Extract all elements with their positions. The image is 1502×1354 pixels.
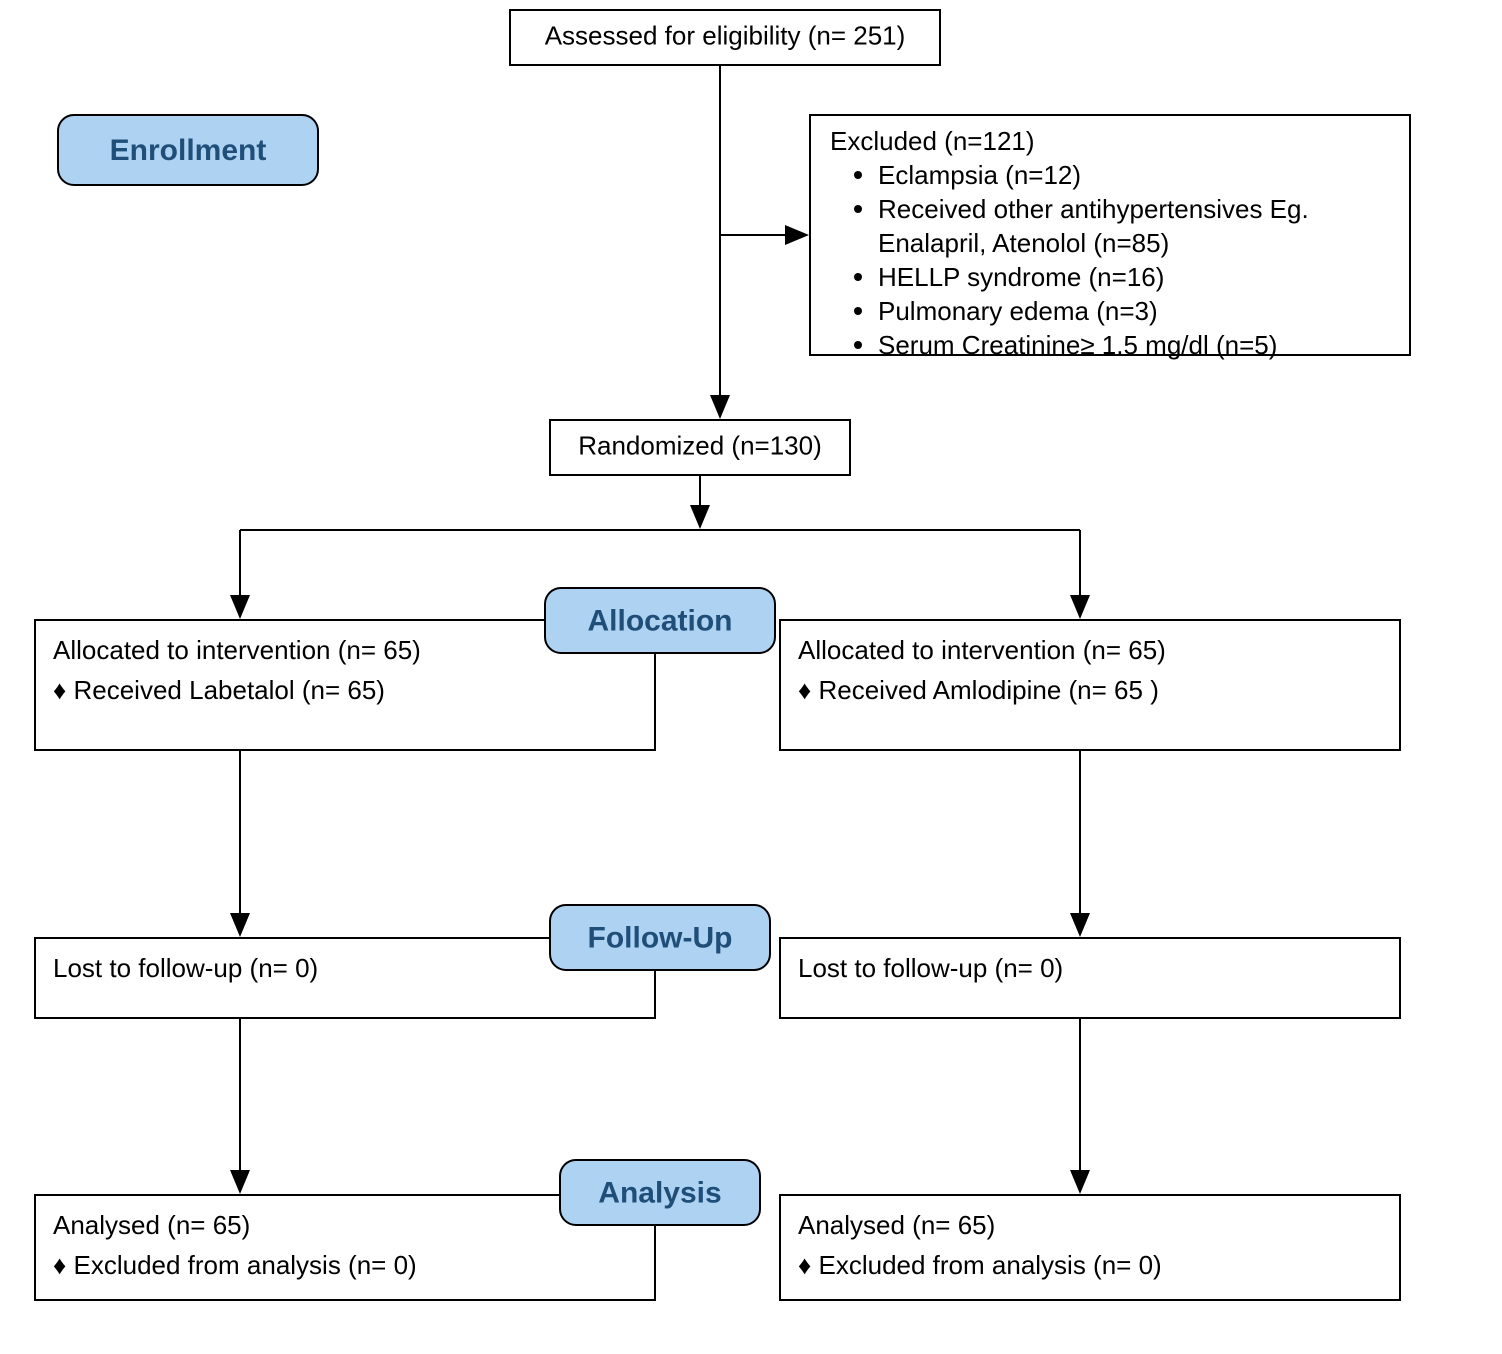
node-an_right: Analysed (n= 65) ♦ Excluded from analysis… xyxy=(780,1195,1400,1300)
node-excluded-title: Excluded (n=121) xyxy=(830,126,1035,156)
node-assessed: Assessed for eligibility (n= 251) xyxy=(510,10,940,65)
node-excluded-bullet-0: Eclampsia (n=12) xyxy=(878,160,1081,190)
node-excluded-bullet-4: Serum Creatinine≥ 1.5 mg/dl (n=5) xyxy=(878,330,1277,360)
node-an_left-line-0: Analysed (n= 65) xyxy=(53,1210,250,1240)
phase-analysis: Analysis xyxy=(560,1160,760,1225)
node-alloc_left-line-1: ♦ Received Labetalol (n= 65) xyxy=(53,675,385,705)
node-an_right-line-1: ♦ Excluded from analysis (n= 0) xyxy=(798,1250,1162,1280)
node-alloc_left-line-0: Allocated to intervention (n= 65) xyxy=(53,635,421,665)
node-alloc_right-line-0: Allocated to intervention (n= 65) xyxy=(798,635,1166,665)
phase-enrollment: Enrollment xyxy=(58,115,318,185)
phase-allocation-label: Allocation xyxy=(587,604,732,637)
node-fu_left-line-0: Lost to follow-up (n= 0) xyxy=(53,953,318,983)
node-an_right-line-0: Analysed (n= 65) xyxy=(798,1210,995,1240)
bullet-dot xyxy=(854,307,862,315)
node-an_left-line-1: ♦ Excluded from analysis (n= 0) xyxy=(53,1250,417,1280)
node-alloc_right-line-1: ♦ Received Amlodipine (n= 65 ) xyxy=(798,675,1159,705)
node-assessed-text: Assessed for eligibility (n= 251) xyxy=(545,20,906,50)
bullet-dot xyxy=(854,273,862,281)
node-excluded: Excluded (n=121)Eclampsia (n=12)Received… xyxy=(810,115,1410,360)
node-excluded-bullet-3: Pulmonary edema (n=3) xyxy=(878,296,1158,326)
node-excluded-bullet-2: HELLP syndrome (n=16) xyxy=(878,262,1164,292)
phase-analysis-label: Analysis xyxy=(598,1176,721,1209)
phase-enrollment-label: Enrollment xyxy=(110,134,267,167)
phase-follow_up: Follow-Up xyxy=(550,905,770,970)
node-randomized: Randomized (n=130) xyxy=(550,420,850,475)
phase-allocation: Allocation xyxy=(545,588,775,653)
phase-follow_up-label: Follow-Up xyxy=(588,921,733,954)
bullet-dot xyxy=(854,205,862,213)
node-fu_right: Lost to follow-up (n= 0) xyxy=(780,938,1400,1018)
bullet-dot xyxy=(854,171,862,179)
node-randomized-text: Randomized (n=130) xyxy=(578,430,822,460)
node-alloc_right: Allocated to intervention (n= 65) ♦ Recei… xyxy=(780,620,1400,750)
bullet-dot xyxy=(854,341,862,349)
node-fu_right-line-0: Lost to follow-up (n= 0) xyxy=(798,953,1063,983)
